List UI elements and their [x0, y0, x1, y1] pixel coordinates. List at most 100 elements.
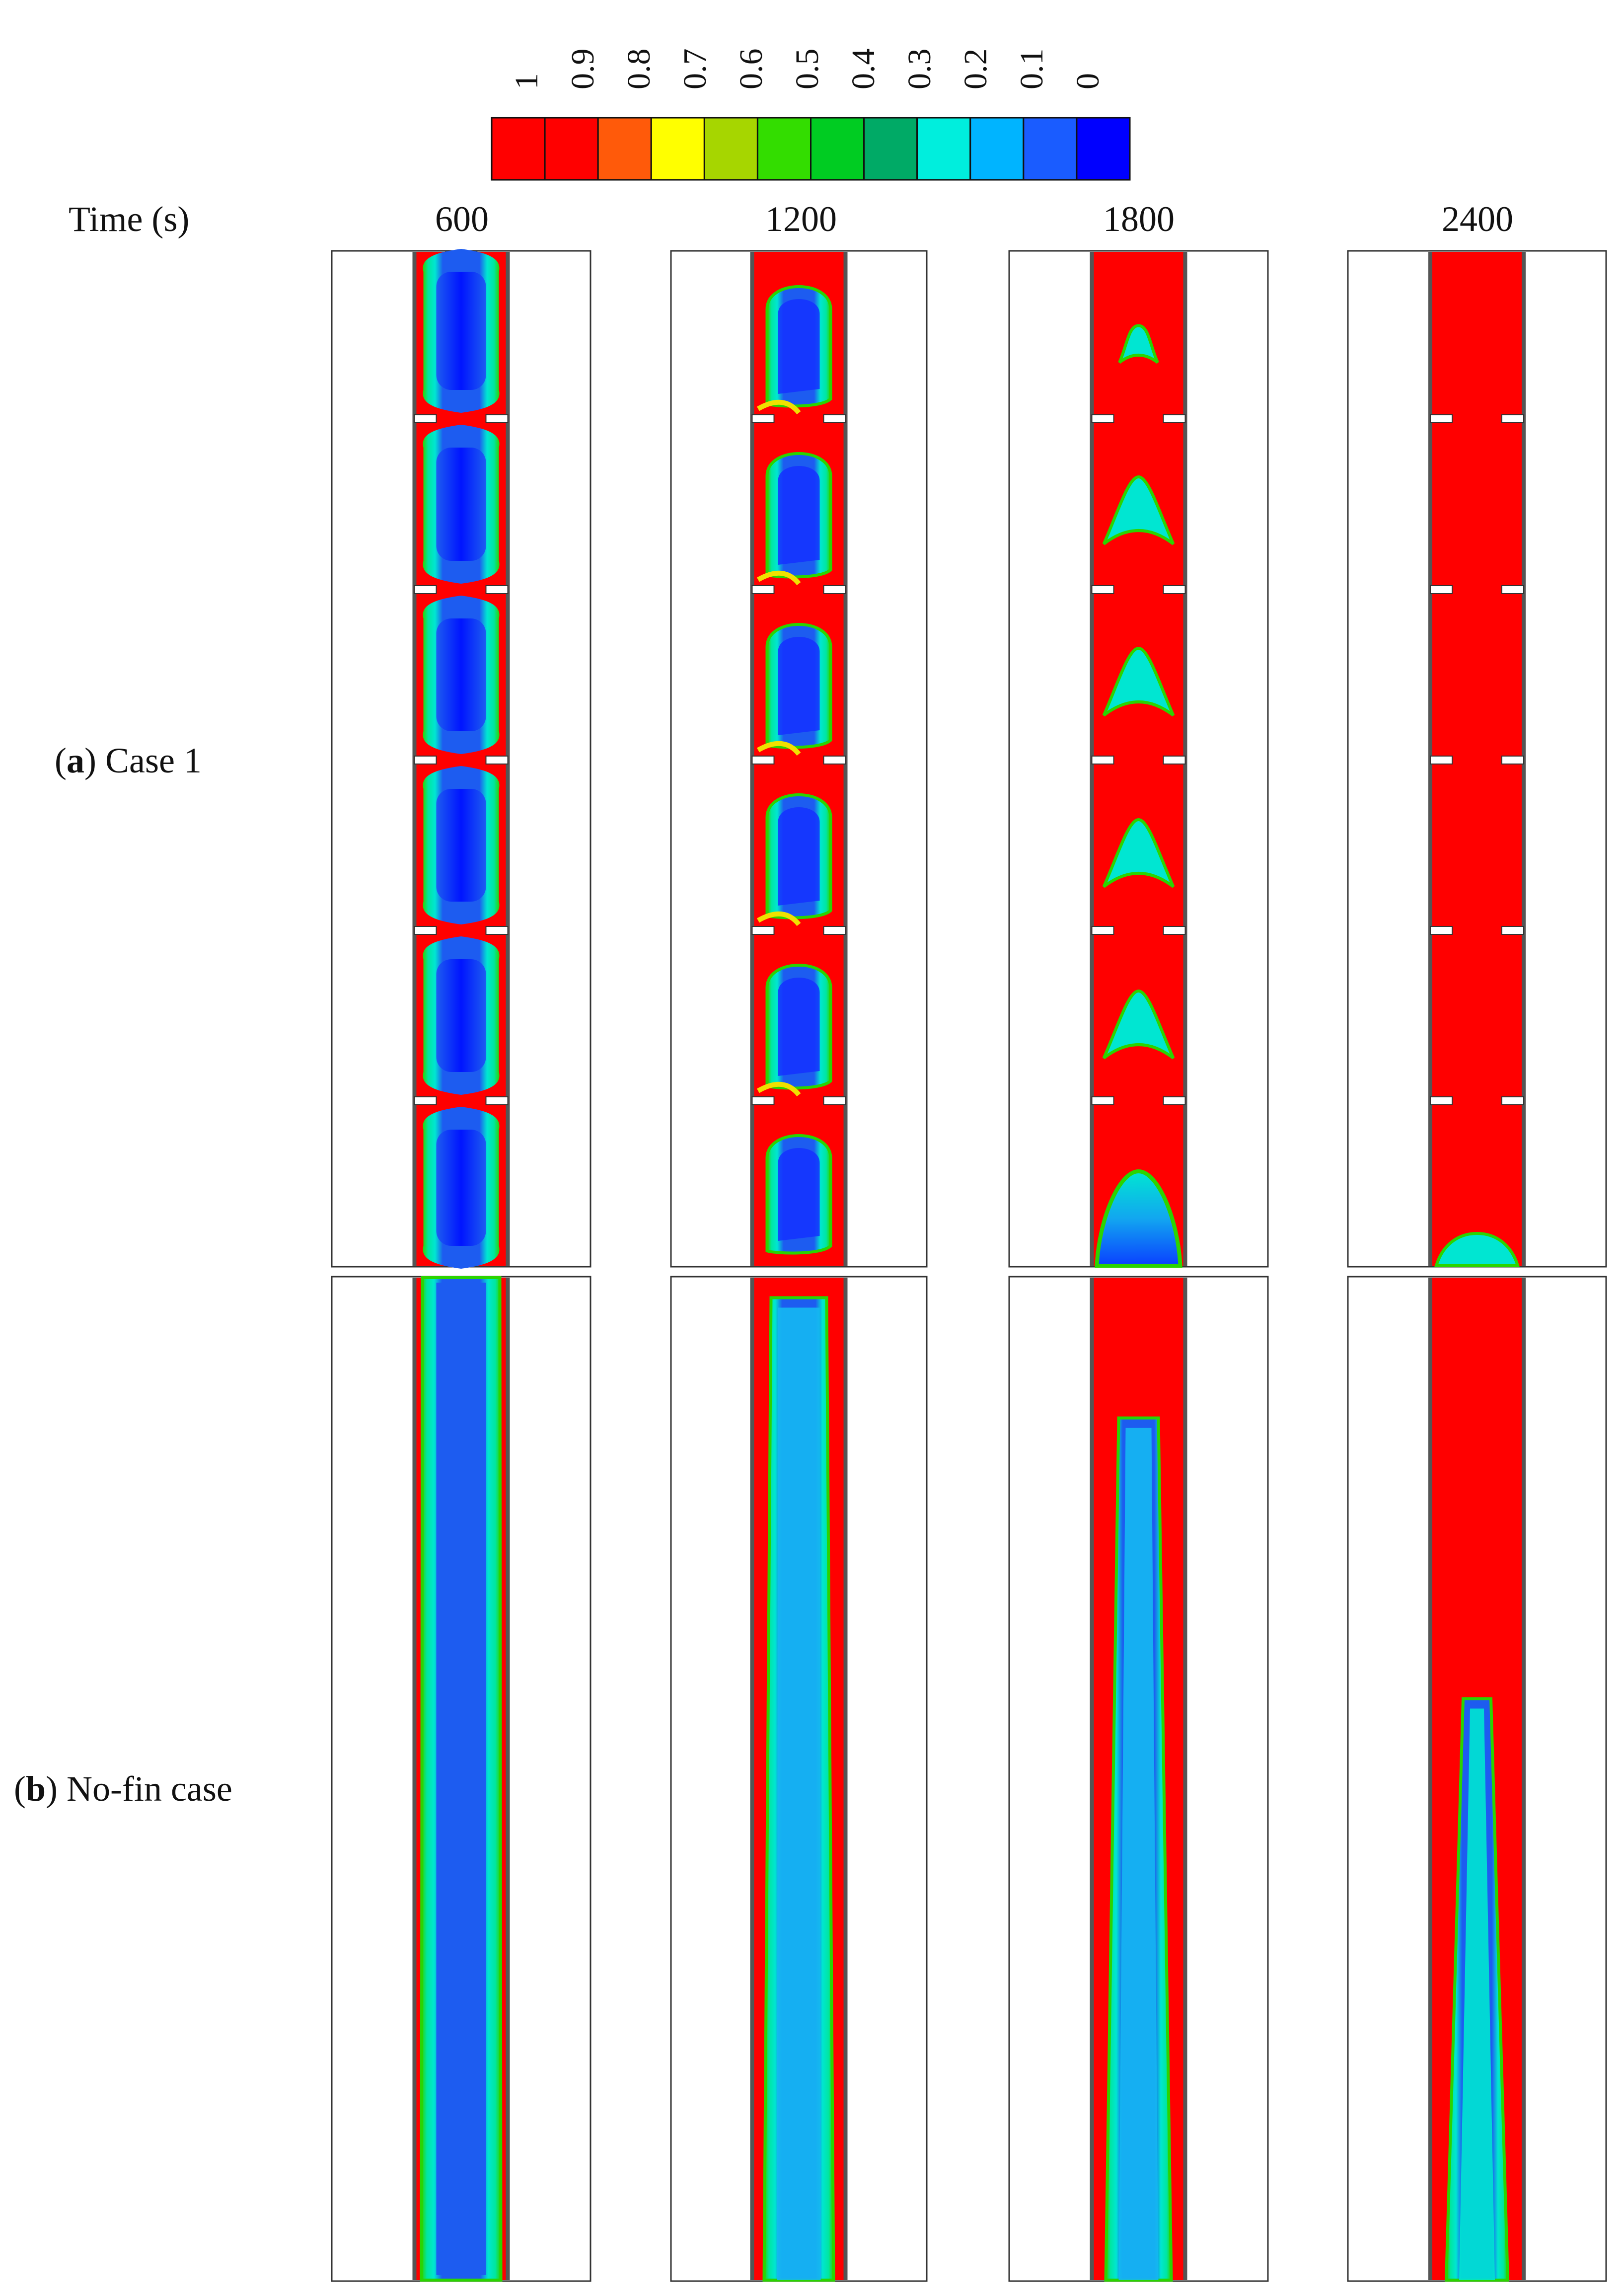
fin-left: [751, 585, 775, 594]
colorbar-tick-0.3: 0.3: [901, 49, 938, 90]
liquid-plume-core: [778, 807, 820, 906]
fin-left: [1430, 585, 1453, 594]
time-label-2400: 2400: [1442, 199, 1513, 239]
liquid-core: [436, 448, 486, 561]
fin-right: [1163, 1096, 1186, 1105]
fin-left: [1430, 756, 1453, 765]
row-b-label: (b) No-fin case: [14, 1769, 232, 1809]
fin-left: [1091, 414, 1114, 423]
fin-right: [1501, 756, 1524, 765]
fin-left: [1091, 926, 1114, 935]
no-fin-panel-600: [331, 1276, 591, 2282]
fin-right: [485, 414, 509, 423]
colorbar-tick-0: 0: [1070, 73, 1106, 89]
row-a-label: (a) Case 1: [55, 741, 202, 780]
colorbar-swatch: [756, 117, 812, 181]
colorbar-tick-1: 1: [509, 73, 545, 89]
fin-left: [1091, 585, 1114, 594]
fin-right: [1163, 414, 1186, 423]
liquid-cap: [1102, 989, 1175, 1060]
fin-right: [1163, 756, 1186, 765]
row-a-letter: a: [67, 741, 84, 780]
fin-right: [485, 585, 509, 594]
fin-left: [751, 926, 775, 935]
liquid-cap: [1102, 475, 1175, 545]
fin-left: [751, 414, 775, 423]
colorbar-swatch: [810, 117, 865, 181]
row-a-text: Case 1: [96, 741, 202, 780]
colorbar-swatch: [1076, 117, 1131, 181]
case1-panel-600: [331, 249, 591, 1269]
row-b-text: No-fin case: [58, 1769, 232, 1809]
liquid-plume-core: [778, 978, 820, 1076]
fin-left: [1091, 756, 1114, 765]
colorbar-tick-0.1: 0.1: [1014, 49, 1050, 90]
colorbar-tick-0.8: 0.8: [621, 49, 657, 90]
fin-right: [485, 926, 509, 935]
fin-right: [1163, 926, 1186, 935]
colorbar-tick-0.4: 0.4: [845, 49, 882, 90]
case1-panel-1200: [670, 250, 928, 1268]
liquid-plume-core: [778, 637, 820, 735]
liquid-core: [1118, 1428, 1159, 2280]
case1-panel-1800: [1008, 250, 1269, 1268]
liquid-core: [1459, 1708, 1495, 2280]
fin-right: [823, 926, 846, 935]
fin-left: [414, 585, 437, 594]
no-fin-panel-1200: [670, 1276, 928, 2282]
colorbar-swatch: [1023, 117, 1078, 181]
fin-right: [485, 756, 509, 765]
fin-right: [1501, 1096, 1524, 1105]
fin-left: [1430, 414, 1453, 423]
colorbar-swatch: [544, 117, 599, 181]
colorbar-swatch: [916, 117, 971, 181]
fin-right: [485, 1096, 509, 1105]
fin-right: [823, 585, 846, 594]
melt-front: [757, 911, 801, 926]
colorbar-tick-0.9: 0.9: [565, 49, 601, 90]
liquid-cap: [1102, 818, 1175, 888]
liquid-bottom: [1434, 1231, 1520, 1267]
liquid-plume-core: [778, 299, 820, 394]
melt-front: [757, 741, 801, 756]
colorbar: [491, 117, 1131, 181]
melt-front: [757, 399, 801, 415]
no-fin-panel-2400: [1347, 1276, 1607, 2282]
fin-left: [414, 756, 437, 765]
fin-right: [1501, 585, 1524, 594]
fin-left: [414, 926, 437, 935]
melt-front: [757, 1081, 801, 1097]
fin-right: [823, 414, 846, 423]
liquid-core: [436, 959, 486, 1072]
contour-panels: [331, 249, 1607, 2282]
liquid-core: [436, 618, 486, 731]
colorbar-tick-0.5: 0.5: [789, 49, 825, 90]
time-label-1800: 1800: [1103, 199, 1175, 239]
colorbar-swatch: [491, 117, 546, 181]
colorbar-swatch: [703, 117, 758, 181]
colorbar-tick-0.2: 0.2: [958, 49, 994, 90]
time-label-600: 600: [435, 199, 489, 239]
fin-left: [1430, 926, 1453, 935]
fin-left: [1430, 1096, 1453, 1105]
case1-panel-2400: [1347, 250, 1607, 1268]
colorbar-swatch: [863, 117, 918, 181]
fin-right: [823, 1096, 846, 1105]
liquid-core: [436, 1283, 486, 2275]
fin-right: [1501, 926, 1524, 935]
liquid-plume-core: [778, 466, 820, 565]
colorbar-ticks: 1 0.9 0.8 0.7 0.6 0.5 0.4 0.3 0.2 0.1 0: [509, 49, 1106, 90]
fin-left: [751, 1096, 775, 1105]
fin-left: [414, 1096, 437, 1105]
liquid-cap: [1118, 324, 1159, 364]
melt-front: [757, 570, 801, 586]
time-axis-label: Time (s): [69, 199, 189, 239]
liquid-core: [436, 789, 486, 902]
row-b-letter: b: [26, 1769, 46, 1809]
colorbar-tick-0.7: 0.7: [677, 49, 713, 90]
fin-left: [751, 756, 775, 765]
liquid-core: [436, 1130, 486, 1246]
no-fin-panel-1800: [1008, 1276, 1269, 2282]
